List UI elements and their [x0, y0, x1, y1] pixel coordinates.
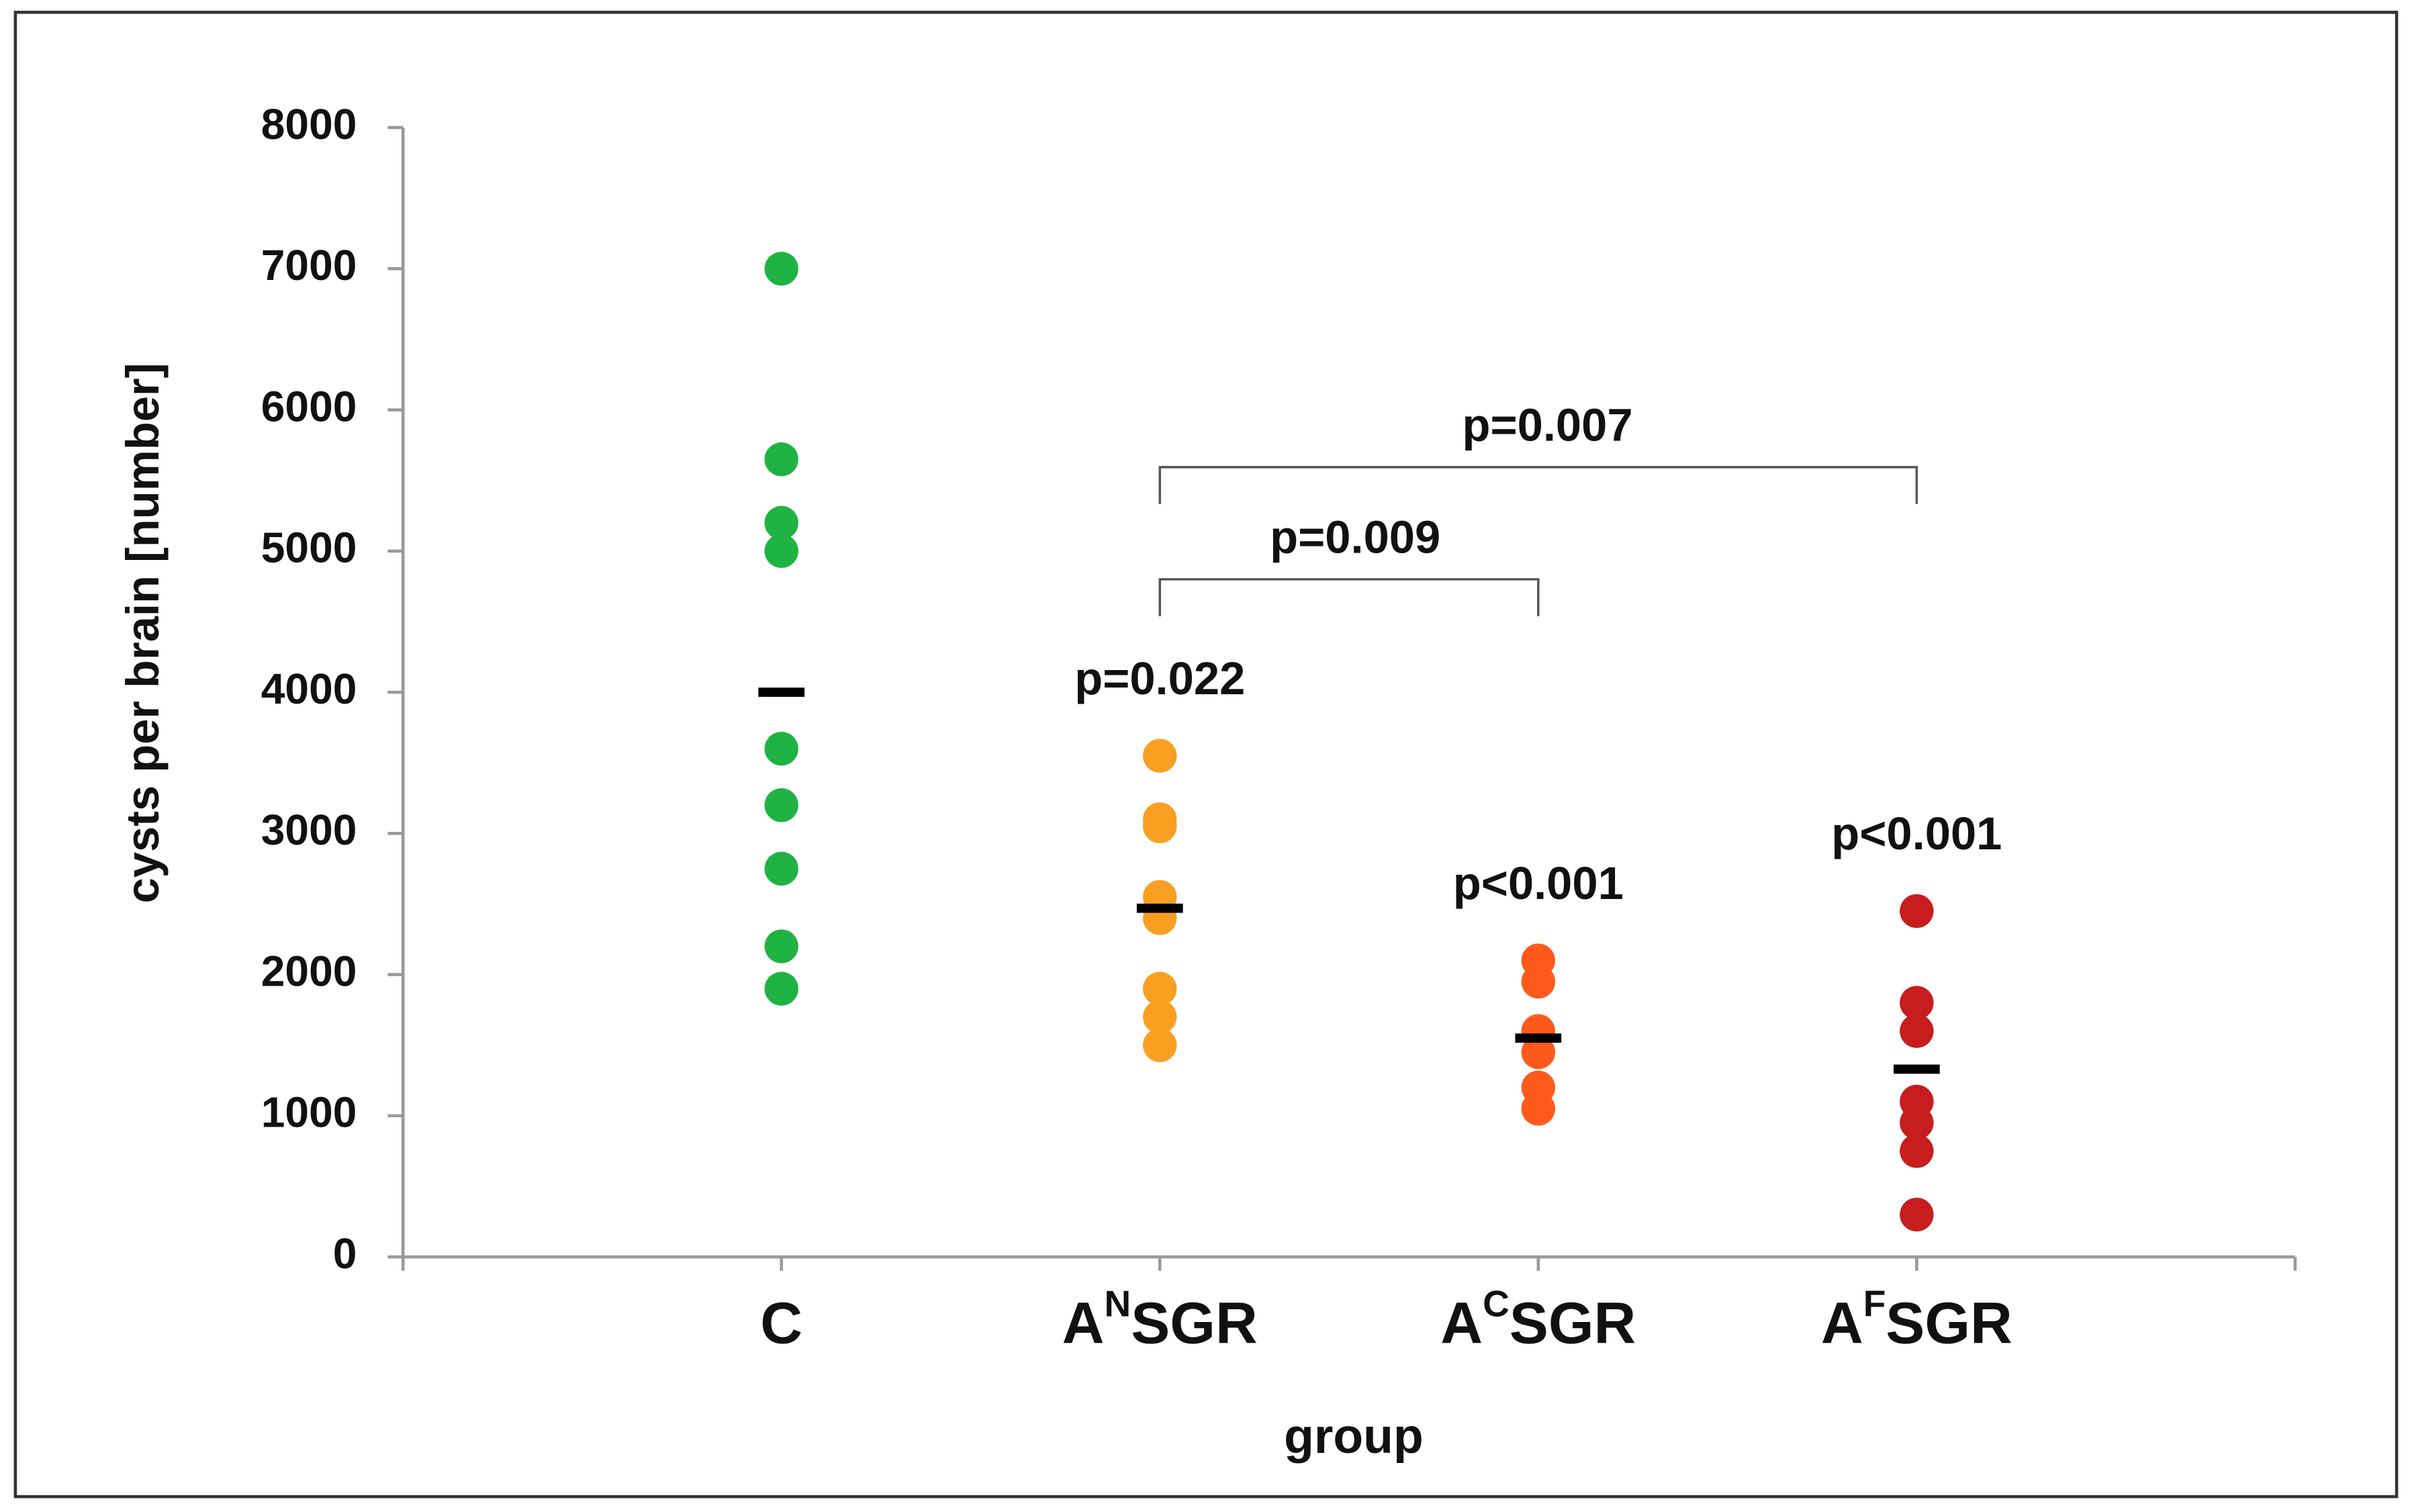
x-tick-label-part: SGR [1510, 1290, 1636, 1356]
dot [1900, 1106, 1934, 1140]
dot [764, 972, 798, 1006]
dot [1143, 1000, 1177, 1034]
y-tick-label: 2000 [261, 947, 357, 996]
x-axis-title: group [1284, 1409, 1424, 1464]
mean-bar [1893, 1064, 1940, 1074]
dot [764, 731, 798, 766]
dot [1143, 739, 1177, 773]
y-tick-label: 3000 [261, 806, 357, 854]
dot [1900, 986, 1934, 1020]
bracket-label: p=0.007 [1463, 399, 1633, 451]
y-tick-label: 1000 [261, 1088, 357, 1137]
x-tick-label-part: A [1440, 1290, 1483, 1356]
dot [1143, 972, 1177, 1006]
x-tick-label-part: SGR [1131, 1290, 1258, 1356]
dot [764, 534, 798, 568]
y-tick-label: 0 [333, 1229, 357, 1278]
mean-bar [758, 688, 805, 697]
dot [1143, 1028, 1177, 1062]
dot [1521, 964, 1556, 999]
y-tick-label: 4000 [261, 665, 357, 713]
dot [1900, 1014, 1934, 1048]
y-axis-title: cysts per brain [number] [117, 363, 169, 903]
x-tick-label: C [760, 1290, 802, 1356]
dot [1143, 809, 1177, 843]
y-tick-label: 6000 [261, 382, 357, 430]
p-value-label: p<0.001 [1453, 857, 1624, 909]
dot [1521, 1035, 1556, 1070]
bracket [1158, 578, 1540, 616]
x-tick-label-part: SGR [1886, 1290, 2012, 1356]
y-tick-label: 8000 [261, 100, 357, 148]
bracket [1158, 466, 1918, 504]
dot [1900, 1134, 1934, 1168]
dot [1900, 894, 1934, 929]
dot [764, 929, 798, 963]
mean-bar [1136, 903, 1183, 913]
x-tick-label: ACSGR [1440, 1282, 1636, 1356]
bracket-label: p=0.009 [1270, 512, 1440, 563]
x-tick-label-superscript: N [1105, 1282, 1131, 1324]
x-tick-label: ANSGR [1062, 1282, 1258, 1356]
frame [13, 11, 2399, 1499]
mean-bar [1515, 1033, 1562, 1043]
x-tick-label-superscript: C [1483, 1282, 1510, 1324]
p-value-label: p<0.001 [1831, 808, 2002, 859]
dot [764, 788, 798, 822]
dot [764, 506, 798, 540]
y-tick-label: 5000 [261, 524, 357, 572]
dot [1521, 1092, 1556, 1126]
x-tick-label-part: A [1062, 1290, 1105, 1356]
x-tick-label: AFSGR [1821, 1282, 2012, 1356]
x-tick-label-part: A [1821, 1290, 1863, 1356]
dot [764, 252, 798, 286]
p-value-label: p=0.022 [1074, 653, 1245, 704]
y-tick-label: 7000 [261, 241, 357, 289]
x-tick-label-part: C [760, 1290, 802, 1356]
dot [764, 851, 798, 886]
dot [1900, 1197, 1934, 1232]
dot [764, 442, 798, 477]
x-tick-label-superscript: F [1863, 1282, 1886, 1324]
